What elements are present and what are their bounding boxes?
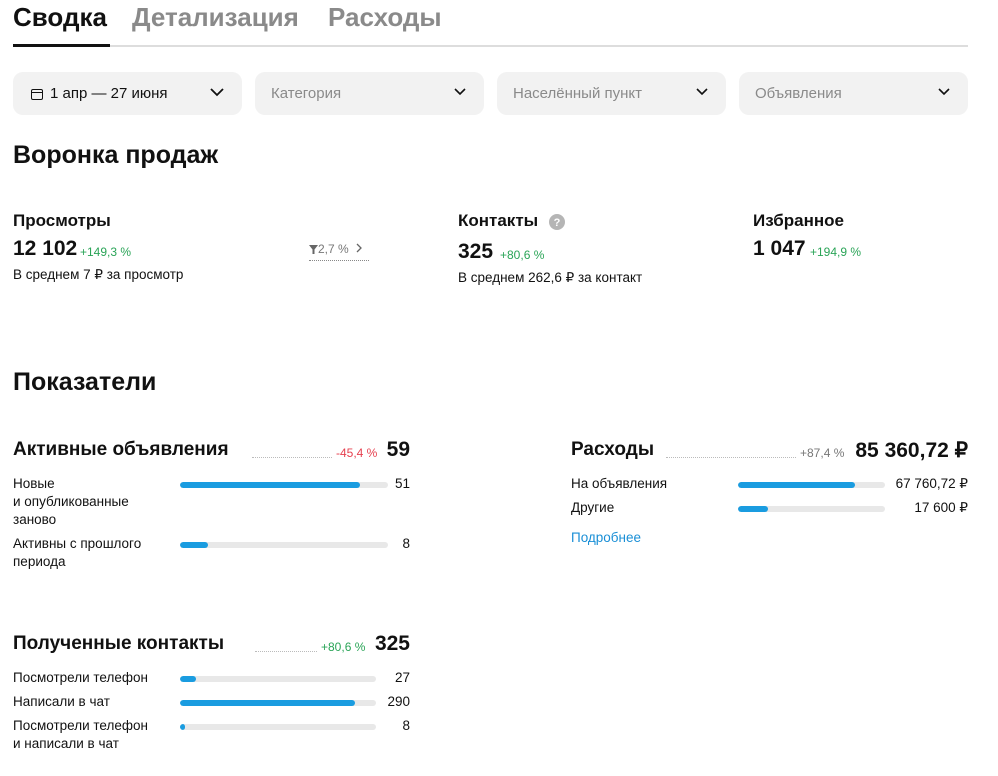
chevron — [210, 88, 224, 97]
bar-track — [180, 724, 376, 730]
row-label: Активны с прошлого периода — [13, 536, 142, 569]
block-change: +80,6 % — [321, 640, 366, 654]
filter-text: Населённый пункт — [513, 85, 643, 102]
block-total: 59 — [386, 438, 410, 461]
row-label: Другие — [571, 500, 615, 515]
chevron — [938, 88, 950, 96]
calendar-icon — [31, 89, 43, 100]
row-value: 8 — [402, 718, 410, 733]
funnel-label: Избранное — [753, 211, 844, 230]
chevron — [454, 88, 466, 96]
bar — [180, 700, 355, 706]
bar-track — [738, 506, 885, 512]
bar — [180, 542, 209, 548]
block-title: Полученные контакты — [13, 633, 225, 654]
row-value: 17 600 ₽ — [914, 500, 968, 515]
filter-text: Категория — [271, 85, 342, 102]
tab-divider — [13, 45, 968, 47]
tab[interactable]: Детализация — [132, 2, 299, 32]
row-value: 27 — [394, 670, 410, 685]
row-label: Посмотрели телефон и написали в чат — [13, 718, 148, 751]
section-title: Показатели — [13, 368, 157, 396]
leader — [666, 457, 796, 458]
bar — [180, 676, 197, 682]
row-label: Посмотрели телефон — [13, 670, 148, 685]
funnel-icon — [309, 245, 318, 254]
help-icon[interactable]: ? — [549, 214, 565, 230]
section-title: Воронка продаж — [13, 141, 219, 169]
chevron — [696, 88, 708, 96]
bar — [738, 482, 855, 488]
row-label: Написали в чат — [13, 694, 110, 709]
bar-track — [180, 542, 388, 548]
funnel-note: В среднем 262,6 ₽ за контакт — [458, 270, 643, 285]
row-value: 8 — [402, 536, 410, 551]
chevron — [356, 243, 363, 253]
filter-text: 1 апр — 27 июня — [50, 85, 168, 102]
funnel-change: +80,6 % — [500, 248, 545, 262]
bar-track — [738, 482, 885, 488]
funnel-value: 325 — [458, 240, 494, 263]
funnel-label: Просмотры — [13, 211, 111, 230]
block-total: 325 — [374, 632, 410, 655]
details-link[interactable]: Подробнее — [571, 530, 642, 545]
filter-text: Объявления — [755, 85, 842, 102]
leader — [252, 457, 332, 458]
row-label: Новые и опубликованные заново — [13, 476, 129, 527]
block-change: +87,4 % — [800, 446, 845, 460]
bar — [738, 506, 769, 512]
row-value: 290 — [387, 694, 410, 709]
block-change: -45,4 % — [336, 446, 378, 460]
conversion[interactable]: 2,7 % — [309, 240, 369, 261]
row-value: 67 760,72 ₽ — [895, 476, 968, 491]
bar-track — [180, 700, 376, 706]
tab-underline — [13, 44, 110, 47]
funnel-change: +149,3 % — [80, 245, 132, 259]
period-filter[interactable]: 1 апр — 27 июня — [13, 72, 242, 115]
funnel-value: 1 047 — [753, 237, 806, 260]
funnel-note: В среднем 7 ₽ за просмотр — [13, 267, 184, 282]
row-value: 51 — [394, 476, 410, 491]
bar-track — [180, 482, 388, 488]
listings-filter[interactable]: Объявления — [739, 72, 968, 115]
funnel-value: 12 102 — [13, 237, 78, 260]
block-title: Расходы — [571, 439, 655, 460]
bar — [180, 482, 360, 488]
bar — [180, 724, 185, 730]
leader — [255, 651, 317, 652]
row-label: На объявления — [571, 476, 668, 491]
funnel-change: +194,9 % — [810, 245, 862, 259]
svg-text:?: ? — [554, 217, 561, 229]
category-filter[interactable]: Категория — [255, 72, 484, 115]
locality-filter[interactable]: Населённый пункт — [497, 72, 726, 115]
block-title: Активные объявления — [13, 439, 229, 460]
bar-track — [180, 676, 376, 682]
tab[interactable]: Расходы — [328, 2, 442, 32]
tab[interactable]: Сводка — [13, 2, 107, 32]
conversion-value: 2,7 % — [318, 242, 349, 256]
funnel-label: Контакты — [458, 211, 539, 230]
block-total: 85 360,72 ₽ — [855, 439, 968, 462]
